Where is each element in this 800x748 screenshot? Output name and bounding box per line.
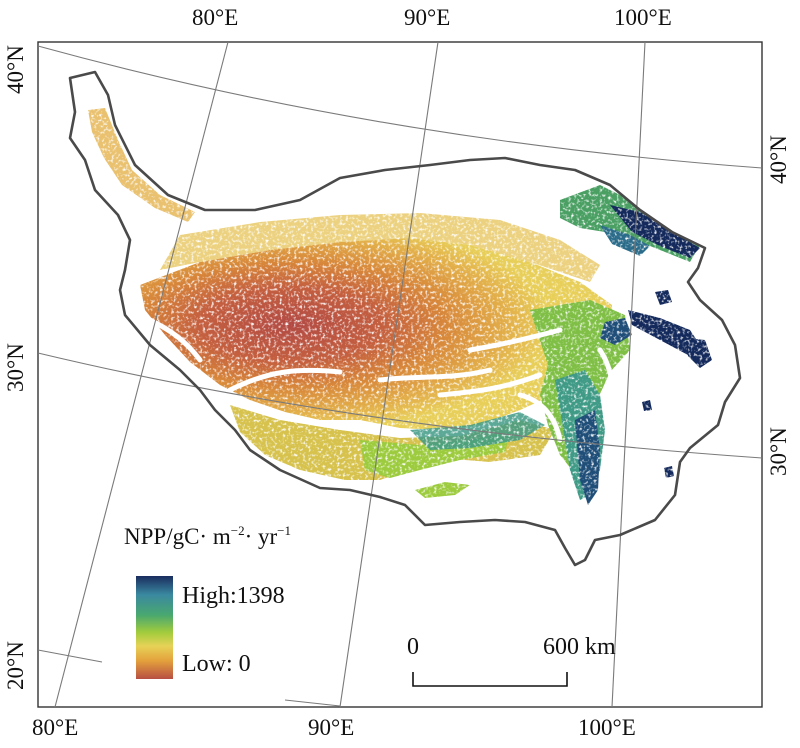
meridian-100e	[611, 41, 646, 708]
parallel-30n	[37, 352, 763, 459]
graticule	[37, 41, 763, 708]
npp-raster	[70, 72, 740, 565]
label-right-40n: 40°N	[766, 135, 791, 184]
label-right-30n: 30°N	[766, 427, 791, 476]
label-bottom-100e: 100°E	[578, 715, 636, 740]
scale-bar	[412, 672, 568, 687]
meridian-80e	[54, 41, 229, 708]
parallel-20n-bottom	[284, 699, 341, 707]
meridian-90e	[339, 41, 439, 708]
parallel-40n	[37, 45, 763, 169]
parallel-20n-left	[37, 649, 103, 663]
label-bottom-80e: 80°E	[32, 715, 79, 740]
label-left-40n: 40°N	[3, 45, 28, 94]
label-left-20n: 20°N	[3, 641, 28, 690]
scale-end-label: 600 km	[543, 634, 616, 660]
scale-start-label: 0	[407, 634, 419, 660]
legend-title: NPP/gC· m−2· yr−1	[124, 523, 291, 549]
map-frame	[37, 41, 763, 708]
legend-color-ramp	[136, 576, 173, 679]
label-top-80e: 80°E	[192, 5, 239, 30]
plateau-boundary	[68, 70, 742, 567]
legend-high-label: High:1398	[182, 583, 285, 609]
legend-low-label: Low: 0	[182, 651, 251, 677]
label-top-100e: 100°E	[614, 5, 672, 30]
label-top-90e: 90°E	[404, 5, 451, 30]
label-bottom-90e: 90°E	[308, 715, 355, 740]
label-left-30n: 30°N	[3, 343, 28, 392]
